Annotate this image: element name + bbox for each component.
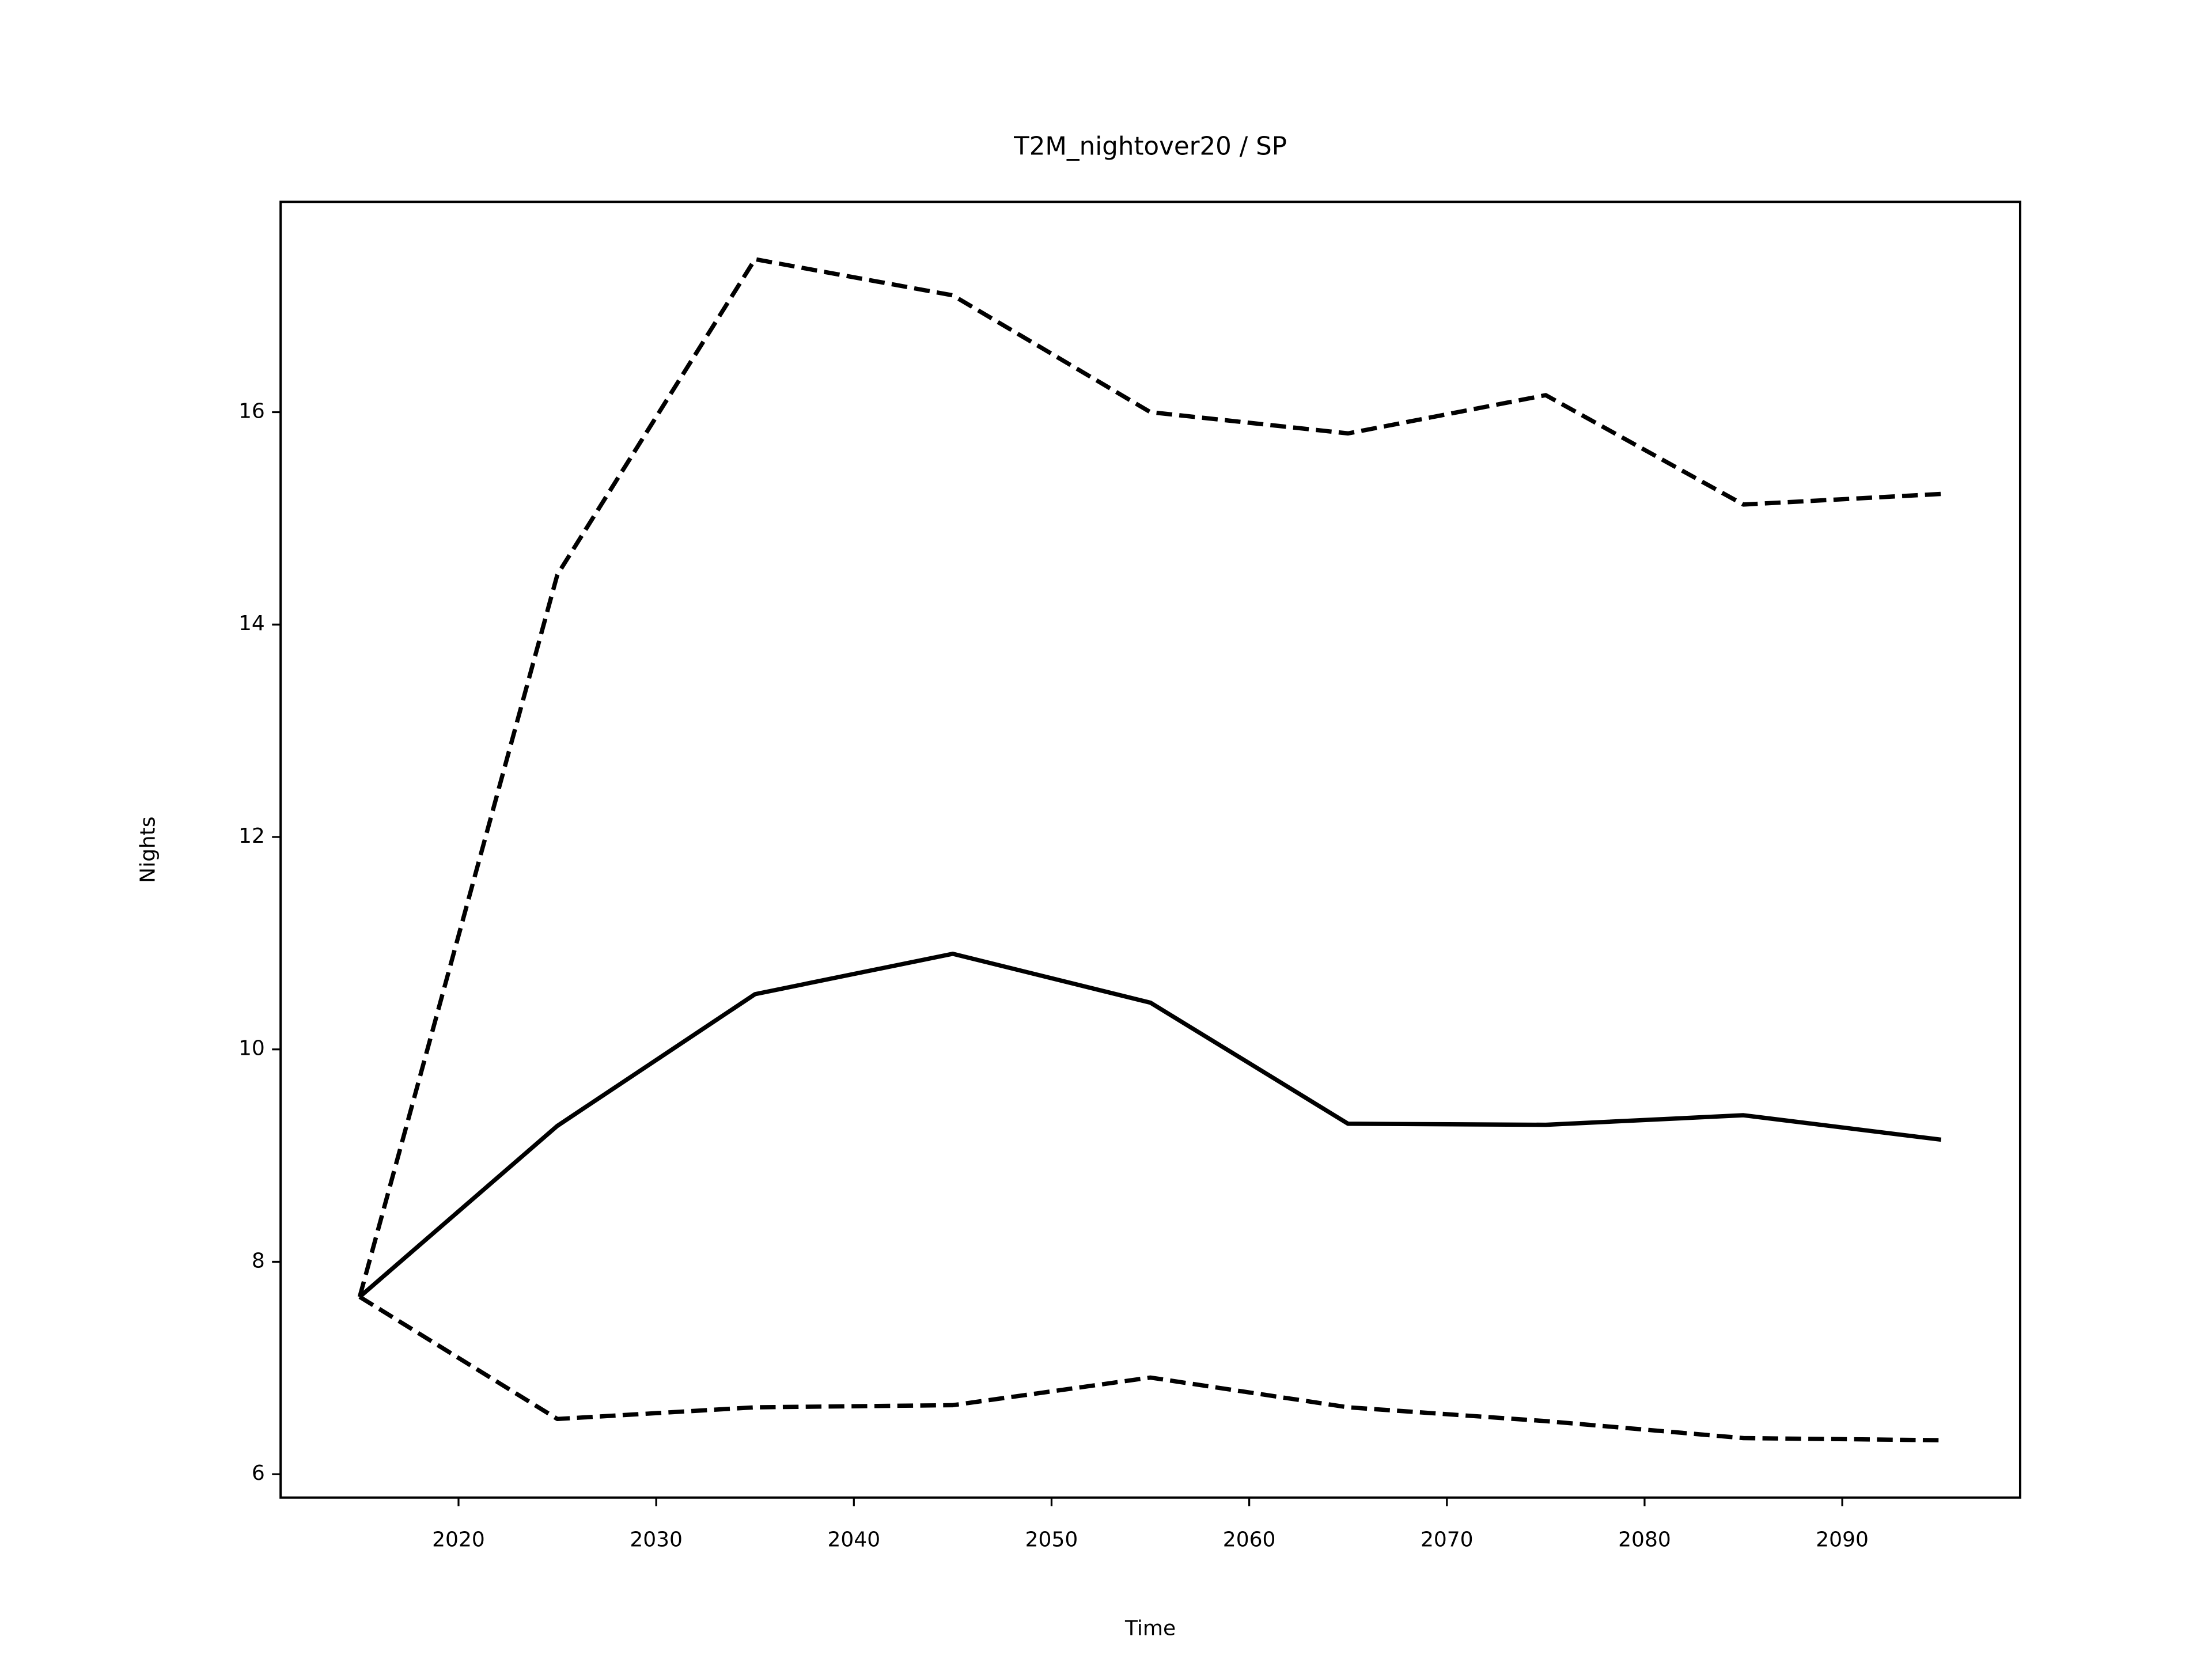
x-tick-label: 2050 xyxy=(1025,1528,1078,1551)
y-tick-label: 16 xyxy=(238,400,265,423)
y-tick-label: 10 xyxy=(238,1037,265,1060)
x-tick-label: 2090 xyxy=(1816,1528,1869,1551)
plot-frame xyxy=(279,200,2021,1499)
x-tick-label: 2060 xyxy=(1223,1528,1276,1551)
y-tick-label: 6 xyxy=(252,1461,265,1485)
line-series xyxy=(357,257,1941,1298)
y-tick-label: 12 xyxy=(238,824,265,848)
y-tick-label: 14 xyxy=(238,612,265,635)
chart-title: T2M_nightover20 / SP xyxy=(1013,132,1287,161)
line-series xyxy=(358,952,1942,1299)
x-tick-label: 2040 xyxy=(827,1528,880,1551)
x-tick-label: 2080 xyxy=(1618,1528,1671,1551)
y-tick-label: 8 xyxy=(252,1249,265,1272)
x-tick-label: 2030 xyxy=(630,1528,683,1551)
line-series xyxy=(358,1295,1941,1442)
x-tick-label: 2070 xyxy=(1421,1528,1474,1551)
x-tick-label: 2020 xyxy=(432,1528,485,1551)
y-axis-label: Nights xyxy=(136,816,160,883)
x-axis-label: Time xyxy=(1124,1616,1176,1640)
